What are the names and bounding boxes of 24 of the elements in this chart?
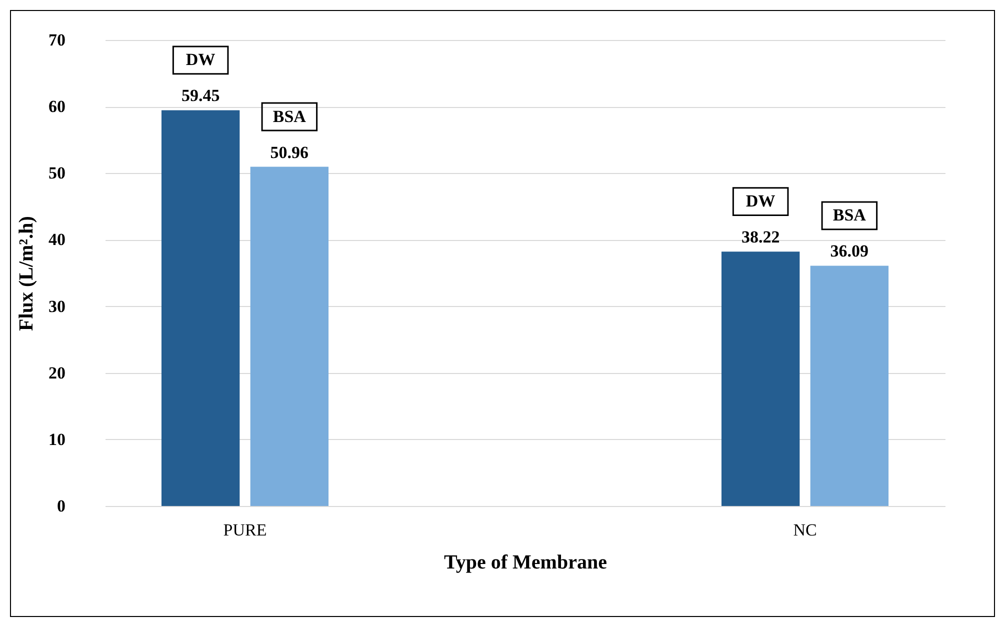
data-label: 38.22 xyxy=(741,228,780,247)
y-tick-label: 70 xyxy=(48,30,66,50)
bar xyxy=(810,266,889,506)
x-tick-label: PURE xyxy=(223,520,267,540)
bar xyxy=(161,110,240,506)
x-tick-label: NC xyxy=(793,520,817,540)
text: BSA xyxy=(272,106,307,126)
y-tick-label: 0 xyxy=(57,496,66,516)
y-tick-label: 60 xyxy=(48,97,66,116)
y-tick-label: 20 xyxy=(48,363,66,382)
data-label: 59.45 xyxy=(181,86,220,106)
x-axis-title: Type of Membrane xyxy=(444,552,608,574)
y-tick-label: 30 xyxy=(48,296,66,316)
bar xyxy=(721,252,800,506)
y-tick-label: 50 xyxy=(48,164,66,183)
y-tick-label: 40 xyxy=(48,230,66,250)
text: BSA xyxy=(832,206,866,225)
y-axis-title: Flux (L/m².h) xyxy=(16,216,38,331)
text: DW xyxy=(746,192,776,211)
data-label: 36.09 xyxy=(830,242,869,261)
bar xyxy=(250,166,329,506)
y-tick-label: 10 xyxy=(48,430,66,449)
data-label: 50.96 xyxy=(270,142,309,162)
text: DW xyxy=(186,50,216,70)
